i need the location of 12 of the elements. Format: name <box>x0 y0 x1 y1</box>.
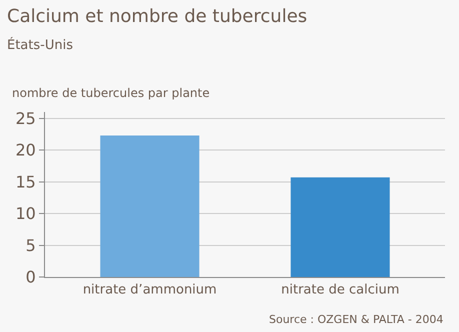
chart-subtitle: États-Unis <box>7 36 74 53</box>
y-tick-label: 20 <box>15 140 36 160</box>
y-tick-label: 5 <box>26 236 36 255</box>
x-tick-label: nitrate d’ammonium <box>82 282 217 298</box>
x-tick-label: nitrate de calcium <box>281 282 400 298</box>
y-tick-label: 15 <box>15 172 36 192</box>
chart-title: Calcium et nombre de tubercules <box>7 6 308 27</box>
source-note: Source : OZGEN & PALTA - 2004 <box>269 313 444 326</box>
y-tick-label: 0 <box>26 268 36 287</box>
y-tick-label: 10 <box>15 204 36 224</box>
y-tick-label: 25 <box>15 108 36 128</box>
y-axis-title: nombre de tubercules par plante <box>12 86 210 100</box>
